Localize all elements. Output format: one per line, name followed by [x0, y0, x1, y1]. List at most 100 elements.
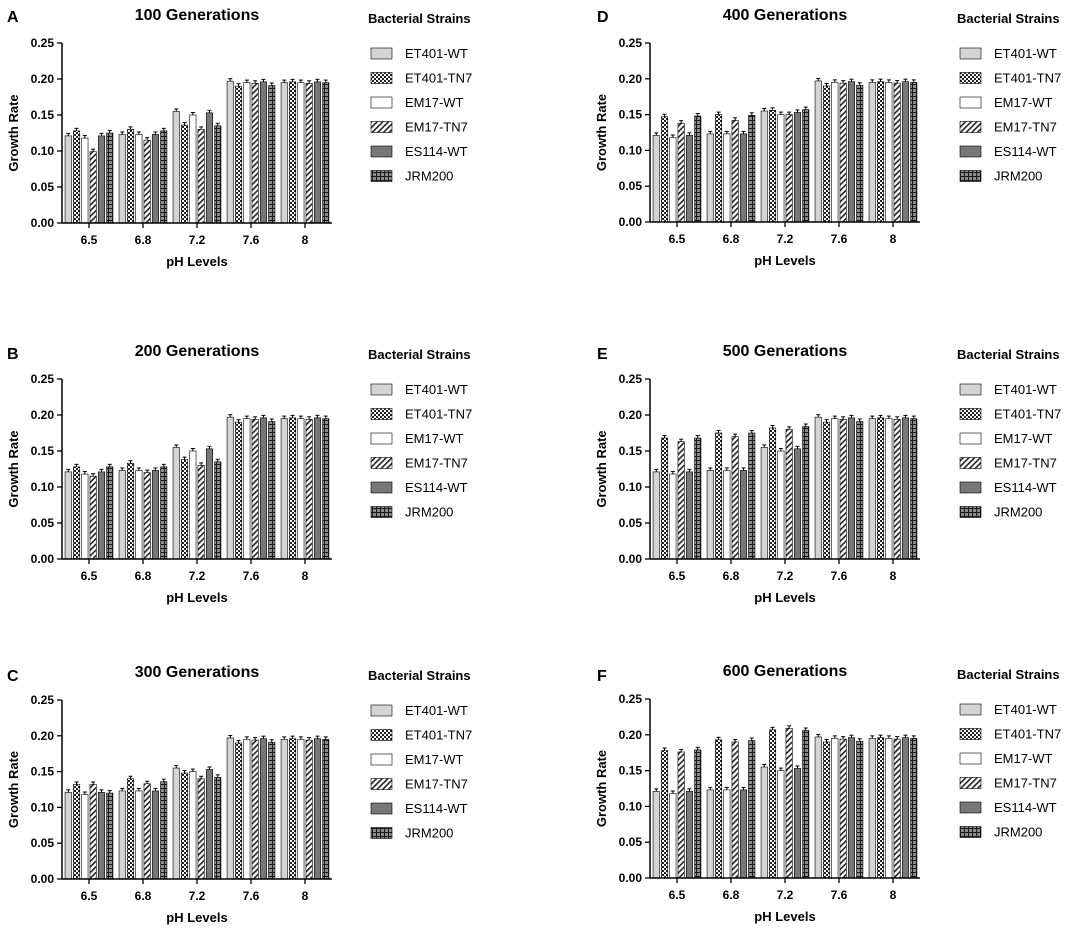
legend-swatch [370, 170, 393, 182]
legend: Bacterial Strains ET401-WT ET401-TN7 EM17-W… [957, 11, 1061, 184]
bar-es114-wt-ph-7-6 [847, 417, 855, 560]
bar-et401-wt-ph-6-8 [706, 470, 714, 560]
bar-es114-wt-ph-7-6 [259, 738, 267, 880]
chart-title: 200 Generations [135, 343, 260, 360]
y-tick-label: 0.20 [31, 408, 55, 422]
bar-et401-wt-ph-8 [868, 418, 876, 560]
bar-em17-wt-ph-6-8 [135, 134, 143, 224]
bar-et401-tn7-ph-8 [289, 81, 297, 224]
legend-title: Bacterial Strains [368, 668, 471, 683]
legend-label: ES114-WT [994, 480, 1057, 495]
bar-et401-tn7-ph-8 [877, 417, 885, 560]
legend-swatch [370, 729, 393, 741]
y-tick-label: 0.00 [619, 215, 643, 229]
bar-es114-wt-ph-6-5 [97, 135, 105, 224]
bar-jrm200-ph-6-8 [160, 466, 168, 560]
y-tick-label: 0.05 [31, 836, 55, 850]
bar-jrm200-ph-8 [910, 738, 918, 879]
bar-es114-wt-ph-7-6 [847, 81, 855, 223]
bar-et401-tn7-ph-6-5 [661, 116, 669, 223]
bar-em17-tn7-ph-7-2 [197, 778, 205, 880]
bar-jrm200-ph-7-6 [268, 421, 276, 560]
y-tick-label: 0.25 [619, 692, 643, 706]
bar-jrm200-ph-7-6 [856, 84, 864, 223]
y-tick-label: 0.20 [31, 72, 55, 86]
legend-swatch [959, 432, 982, 445]
x-tick-label: 7.2 [189, 569, 206, 583]
x-tick-label: 6.5 [669, 888, 686, 902]
y-tick-label: 0.00 [619, 871, 643, 885]
bar-jrm200-ph-6-5 [694, 749, 702, 879]
x-tick-label: 6.5 [81, 569, 98, 583]
y-tick-label: 0.25 [619, 36, 643, 50]
bar-em17-wt-ph-6-5 [81, 473, 89, 560]
bar-jrm200-ph-8 [910, 418, 918, 560]
legend-label: ET401-WT [994, 382, 1057, 397]
x-tick-label: 7.2 [777, 232, 794, 246]
legend-swatch [370, 506, 393, 518]
legend-title: Bacterial Strains [957, 11, 1060, 26]
x-tick-label: 6.8 [135, 569, 152, 583]
chart-title: 600 Generations [723, 663, 848, 680]
bar-et401-tn7-ph-7-6 [235, 85, 243, 224]
bar-et401-tn7-ph-7-6 [823, 421, 831, 560]
bar-es114-wt-ph-7-2 [205, 112, 213, 224]
bar-et401-wt-ph-6-8 [118, 470, 126, 560]
bar-es114-wt-ph-7-2 [205, 769, 213, 880]
bar-es114-wt-ph-8 [901, 81, 909, 223]
bar-et401-wt-ph-6-5 [652, 471, 660, 560]
bar-jrm200-ph-8 [322, 418, 330, 560]
bar-jrm200-ph-7-2 [802, 109, 810, 223]
bar-et401-tn7-ph-6-8 [127, 129, 135, 224]
bar-jrm200-ph-6-5 [106, 466, 114, 560]
bar-et401-tn7-ph-6-5 [73, 784, 81, 880]
chart-title: 500 Generations [723, 343, 848, 360]
bar-jrm200-ph-7-2 [802, 730, 810, 879]
bar-em17-tn7-ph-6-8 [143, 139, 151, 224]
bar-es114-wt-ph-7-2 [205, 448, 213, 560]
bar-em17-tn7-ph-7-6 [251, 739, 259, 880]
bar-et401-wt-ph-7-6 [814, 80, 822, 223]
bar-em17-wt-ph-6-5 [669, 473, 677, 560]
y-tick-label: 0.00 [31, 872, 55, 886]
y-tick-label: 0.15 [619, 444, 643, 458]
x-tick-label: 6.5 [81, 889, 98, 903]
bar-em17-tn7-ph-6-8 [731, 436, 739, 560]
legend-swatch [959, 703, 982, 716]
legend-label: ET401-TN7 [405, 407, 472, 422]
panel-d: D 400 Generations Growth Rate pH Levels 6.5 6… [594, 7, 1061, 268]
bar-et401-wt-ph-7-6 [814, 736, 822, 879]
bar-jrm200-ph-8 [322, 739, 330, 880]
bar-et401-tn7-ph-7-6 [823, 741, 831, 879]
legend-label: EM17-WT [405, 752, 464, 767]
bar-em17-tn7-ph-8 [893, 419, 901, 560]
panel-f: F 600 Generations Growth Rate pH Levels 6.5 6… [594, 663, 1061, 924]
bar-em17-wt-ph-6-5 [81, 794, 89, 880]
bar-es114-wt-ph-6-8 [739, 133, 747, 223]
panel-c: C 300 Generations Growth Rate pH Levels 6.5 6… [6, 664, 472, 925]
legend-label: EM17-TN7 [405, 456, 468, 471]
y-axis-label: Growth Rate [594, 94, 609, 171]
y-tick-label: 0.15 [31, 108, 55, 122]
legend-label: EM17-WT [994, 751, 1053, 766]
bar-em17-tn7-ph-6-8 [143, 783, 151, 880]
bar-es114-wt-ph-8 [901, 737, 909, 879]
legend-swatch [370, 96, 393, 109]
bar-es114-wt-ph-7-6 [847, 737, 855, 879]
legend: Bacterial Strains ET401-WT ET401-TN7 EM17-W… [368, 11, 472, 184]
panel-label: C [7, 668, 19, 685]
legend-label: ES114-WT [405, 480, 468, 495]
bar-em17-wt-ph-8 [297, 739, 305, 880]
legend-label: JRM200 [405, 169, 453, 184]
bar-em17-wt-ph-8 [297, 418, 305, 560]
y-tick-label: 0.05 [619, 516, 643, 530]
x-axis-label: pH Levels [754, 590, 815, 605]
bar-es114-wt-ph-6-5 [685, 471, 693, 560]
bar-jrm200-ph-7-2 [214, 777, 222, 880]
legend-swatch [959, 121, 982, 133]
legend-label: JRM200 [405, 826, 453, 841]
bar-et401-tn7-ph-6-8 [127, 462, 135, 560]
y-tick-label: 0.25 [31, 693, 55, 707]
bar-et401-tn7-ph-7-6 [823, 85, 831, 223]
panel-label: D [597, 9, 609, 26]
